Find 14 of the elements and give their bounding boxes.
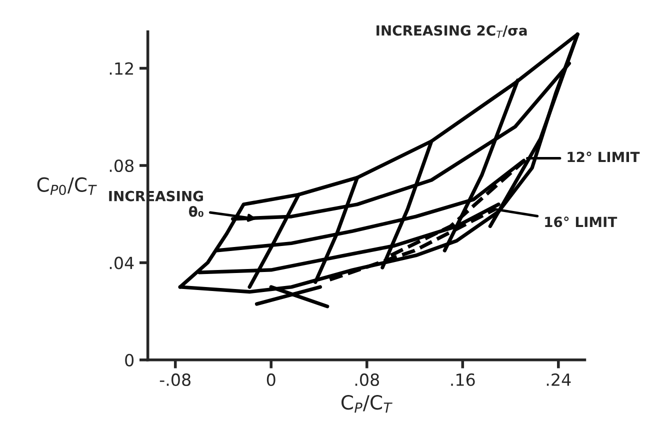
x-tick-label: .08 bbox=[355, 373, 379, 386]
x-tick-label: .24 bbox=[546, 373, 571, 386]
y-tick-label: 0 bbox=[125, 354, 134, 366]
y-tick-label: .12 bbox=[110, 62, 133, 75]
annotation: INCREASING 2C$_{T}$/σa bbox=[376, 25, 527, 38]
annotation: 12° LIMIT bbox=[568, 152, 640, 162]
x-tick-label: .16 bbox=[451, 373, 475, 386]
y-axis-title: C$_{P0}$/C$_{T}$ bbox=[37, 177, 97, 196]
annotation: 16° LIMIT bbox=[545, 216, 618, 228]
x-tick-label: 0 bbox=[266, 373, 276, 386]
y-tick-label: .08 bbox=[110, 159, 134, 172]
y-tick-label: .04 bbox=[110, 256, 134, 270]
x-axis-title: C$_{P}$/C$_{T}$ bbox=[342, 394, 392, 413]
x-tick-label: -.08 bbox=[160, 373, 190, 386]
